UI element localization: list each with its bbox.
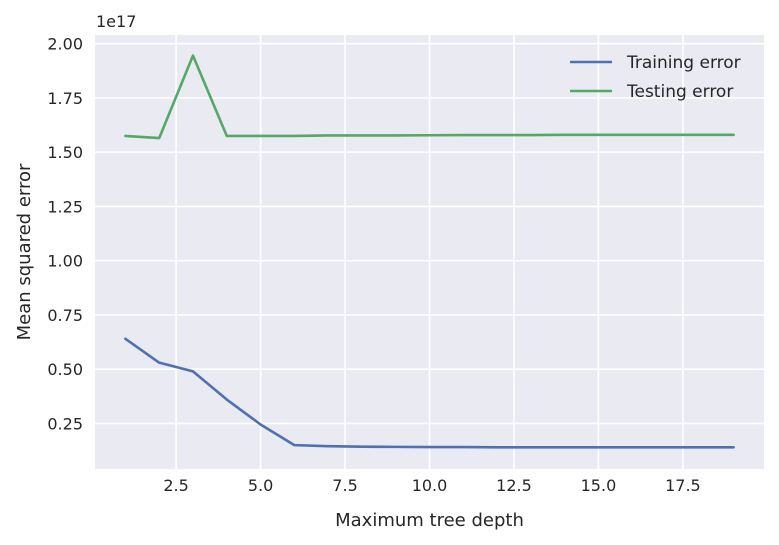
grid xyxy=(95,35,764,469)
y-axis-label: Mean squared error xyxy=(14,163,35,340)
y-tick-label: 1.00 xyxy=(47,252,83,271)
x-tick-label: 15.0 xyxy=(581,476,617,495)
y-tick-label: 1.75 xyxy=(47,89,83,108)
series-lines xyxy=(124,54,735,449)
x-tick-label: 2.5 xyxy=(163,476,188,495)
x-tick-labels: 2.5 5.0 7.5 10.0 12.5 15.0 17.5 xyxy=(163,476,700,495)
x-axis-label: Maximum tree depth xyxy=(335,510,524,531)
x-tick-label: 5.0 xyxy=(248,476,273,495)
y-tick-label: 0.75 xyxy=(47,306,83,325)
series-line-training-error xyxy=(124,337,735,449)
legend-label: Training error xyxy=(626,53,741,73)
x-tick-label: 17.5 xyxy=(665,476,701,495)
x-tick-label: 10.0 xyxy=(412,476,448,495)
y-tick-label: 1.25 xyxy=(47,197,83,216)
y-offset-label: 1e17 xyxy=(96,12,136,31)
y-tick-label: 0.50 xyxy=(47,360,83,379)
x-tick-label: 7.5 xyxy=(332,476,357,495)
y-tick-labels: 0.25 0.50 0.75 1.00 1.25 1.50 1.75 2.00 xyxy=(47,35,83,434)
x-tick-label: 12.5 xyxy=(496,476,532,495)
legend: Training error Testing error xyxy=(570,53,741,102)
y-tick-label: 0.25 xyxy=(47,414,83,433)
y-tick-label: 1.50 xyxy=(47,143,83,162)
legend-label: Testing error xyxy=(626,82,733,102)
y-tick-label: 2.00 xyxy=(47,35,83,54)
series-line-testing-error xyxy=(124,54,735,140)
